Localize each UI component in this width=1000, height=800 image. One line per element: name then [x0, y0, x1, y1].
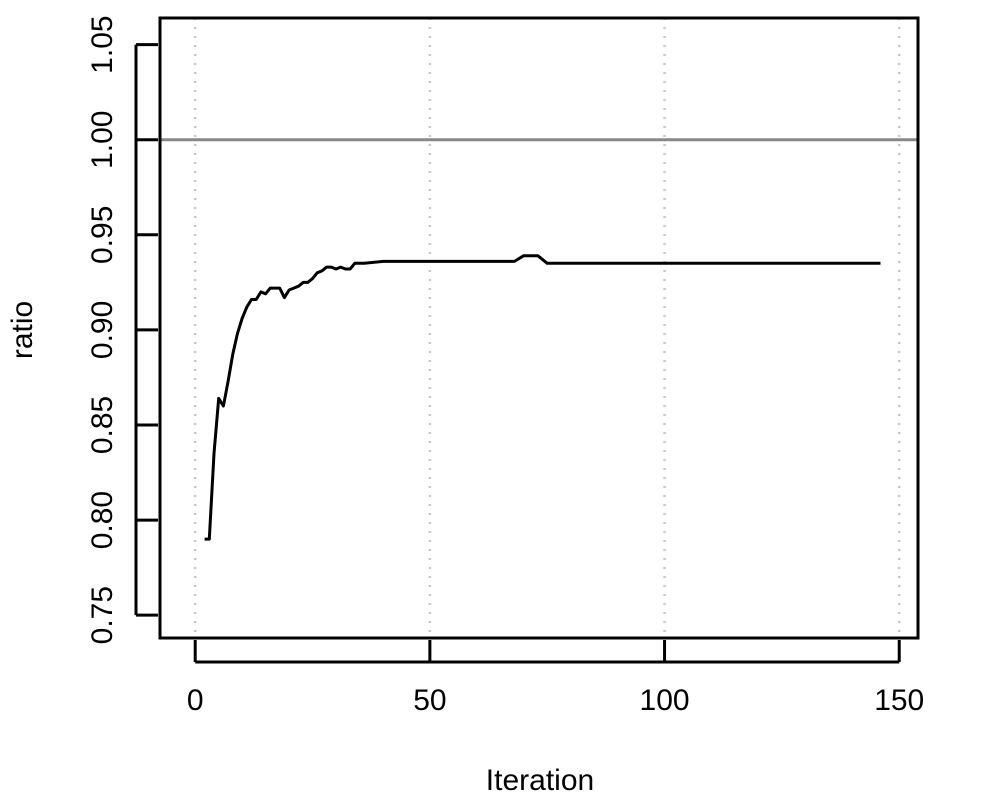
y-tick-label: 0.95: [86, 206, 119, 264]
grid-lines: [193, 18, 901, 638]
x-tick-label: 50: [413, 684, 446, 717]
x-tick-label: 150: [874, 684, 924, 717]
y-tick-label: 1.00: [86, 111, 119, 169]
x-tick-label: 100: [640, 684, 690, 717]
y-tick-label: 0.75: [86, 586, 119, 644]
y-tick-label: 0.85: [86, 396, 119, 454]
x-tick-label: 0: [187, 684, 204, 717]
y-axis: 0.75 0.80 0.85 0.90 0.95 1.00 1.05: [86, 15, 158, 644]
y-axis-label: ratio: [6, 301, 39, 359]
y-tick-label: 0.90: [86, 301, 119, 359]
plot-frame: [158, 16, 920, 640]
x-axis-label: Iteration: [486, 764, 594, 797]
series-line: [204, 254, 881, 541]
y-tick-label: 0.80: [86, 491, 119, 549]
y-tick-label: 1.05: [86, 15, 119, 73]
x-axis: 0 50 100 150: [187, 640, 924, 717]
